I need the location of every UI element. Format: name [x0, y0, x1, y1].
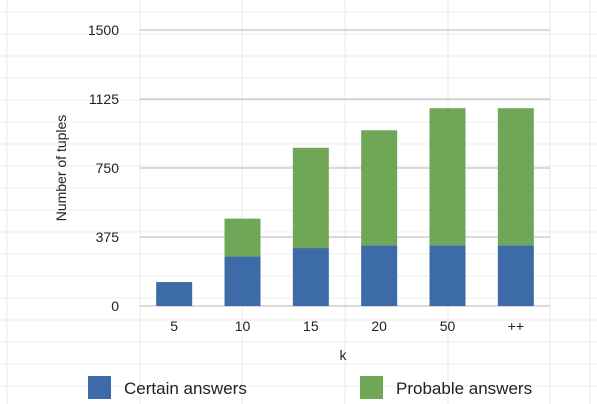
y-tick-label: 1125: [89, 91, 119, 107]
x-tick-label: ++: [508, 318, 524, 334]
bar-certain-answers-50: [429, 245, 466, 306]
x-tick-label: 10: [235, 318, 251, 334]
bar-probable-answers-20: [361, 130, 398, 246]
legend-swatch-certain-answers: [88, 376, 111, 399]
y-tick-label: 1500: [88, 22, 119, 38]
bar-probable-answers-15: [292, 147, 329, 249]
bar-certain-answers-20: [361, 245, 398, 306]
x-tick-label: 5: [170, 318, 178, 334]
bar-certain-answers-15: [292, 248, 329, 306]
x-tick-label: 50: [440, 318, 456, 334]
y-tick-label: 0: [111, 298, 119, 314]
bar-certain-answers-5: [156, 282, 193, 306]
bars: [156, 108, 534, 306]
bar-probable-answers-10: [224, 218, 261, 257]
legend-swatch-probable-answers: [360, 376, 383, 399]
y-axis-label: Number of tuples: [53, 115, 69, 222]
x-tick-labels: 5 10 15 20 50 ++: [170, 318, 524, 334]
legend-label-certain-answers: Certain answers: [124, 379, 247, 398]
plot-gridlines: [140, 29, 550, 307]
x-axis-label: k: [340, 347, 348, 363]
legend-label-probable-answers: Probable answers: [396, 379, 532, 398]
legend: Certain answers Probable answers: [88, 376, 532, 399]
bar-probable-answers-++: [497, 108, 534, 246]
x-tick-label: 20: [371, 318, 387, 334]
y-tick-labels: 0 375 750 1125 1500: [88, 22, 119, 314]
bar-certain-answers-10: [224, 256, 261, 306]
y-tick-label: 750: [96, 160, 120, 176]
x-tick-label: 15: [303, 318, 319, 334]
y-tick-label: 375: [96, 229, 120, 245]
bar-probable-answers-50: [429, 108, 466, 246]
bar-certain-answers-++: [497, 245, 534, 306]
